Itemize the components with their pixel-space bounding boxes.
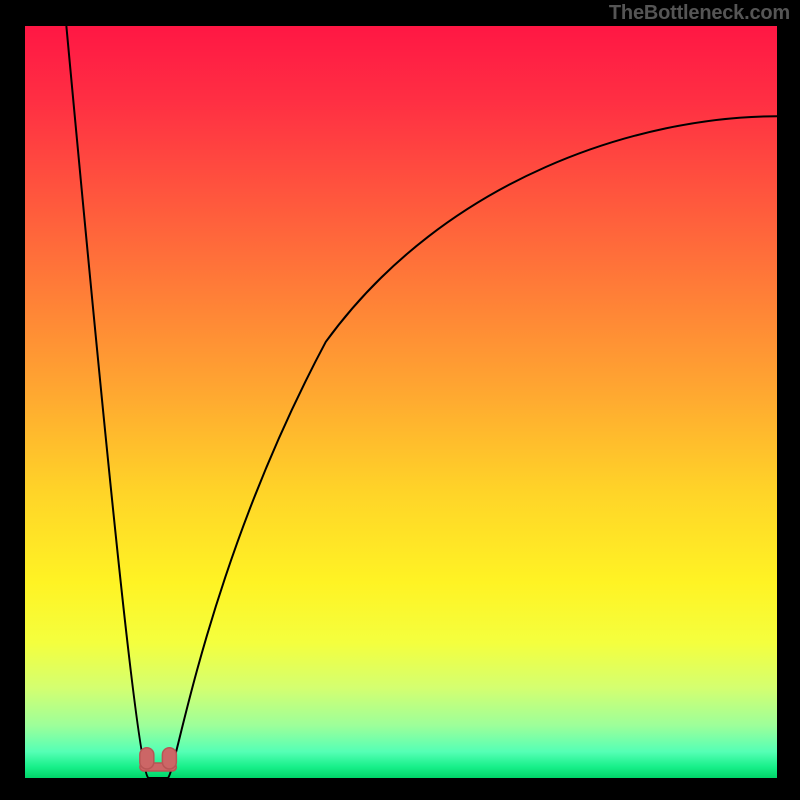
curve-layer <box>25 26 777 778</box>
bottleneck-curve <box>66 26 777 778</box>
cusp-marker <box>140 748 177 771</box>
chart-container: TheBottleneck.com <box>0 0 800 800</box>
watermark-text: TheBottleneck.com <box>609 2 790 25</box>
plot-area <box>25 26 777 778</box>
